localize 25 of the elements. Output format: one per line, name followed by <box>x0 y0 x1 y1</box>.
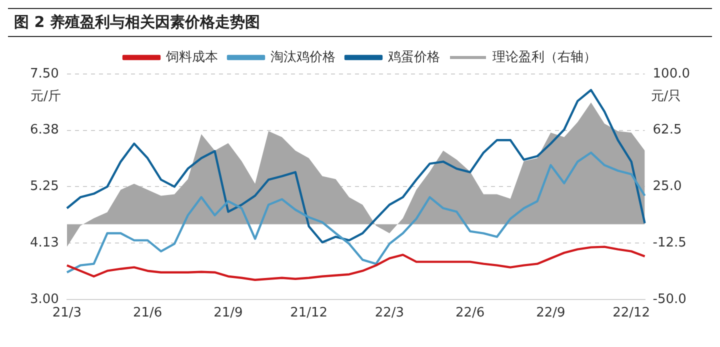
legend-label: 淘汰鸡价格 <box>270 50 336 65</box>
x-tick-label: 22/9 <box>536 306 566 321</box>
y-axis-title: 元/斤 <box>30 88 61 104</box>
y2-tick-label: 25.0 <box>652 179 682 194</box>
y-tick-label: 3.00 <box>30 292 59 307</box>
legend-label: 鸡蛋价格 <box>387 50 440 65</box>
legend-label: 饲料成本 <box>165 50 218 65</box>
y2-tick-label: -50.0 <box>652 292 686 307</box>
x-tick-label: 21/6 <box>132 306 162 321</box>
x-tick-label: 21/9 <box>214 306 243 321</box>
x-tick-label: 22/6 <box>455 306 485 321</box>
y2-tick-label: -12.5 <box>652 235 686 250</box>
chart-title: 图 2 养殖盈利与相关因素价格走势图 <box>8 8 712 37</box>
y2-tick-label: 62.5 <box>652 122 682 138</box>
y-tick-label: 4.13 <box>30 235 59 250</box>
y-tick-label: 7.50 <box>30 66 59 82</box>
y2-tick-label: 100.0 <box>652 66 690 82</box>
legend-label: 理论盈利（右轴） <box>492 50 596 65</box>
x-tick-label: 22/3 <box>374 306 404 321</box>
y-tick-label: 6.38 <box>30 122 59 138</box>
x-tick-label: 21/12 <box>290 306 328 321</box>
y2-axis-title: 元/只 <box>650 88 682 104</box>
y-tick-label: 5.25 <box>30 179 59 194</box>
x-tick-label: 21/3 <box>52 306 82 321</box>
x-tick-label: 22/12 <box>612 306 650 321</box>
